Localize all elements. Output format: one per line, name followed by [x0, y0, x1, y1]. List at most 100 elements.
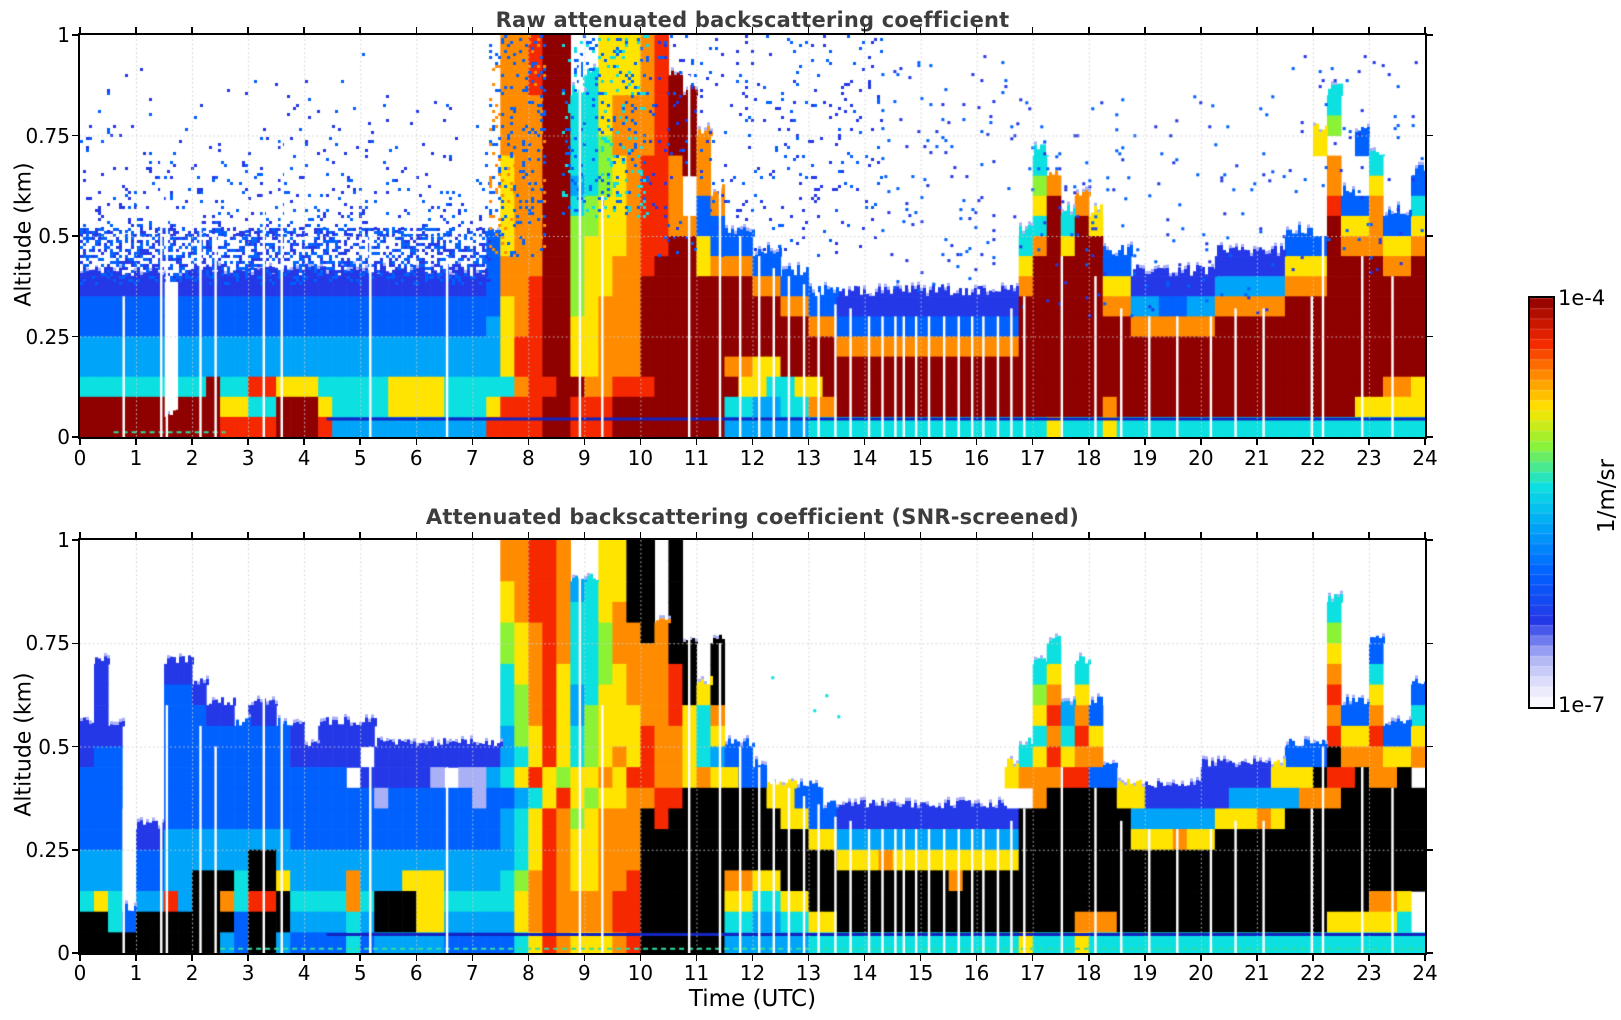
- x-tick-mark: [247, 27, 249, 33]
- y-tick-label: 0.25: [25, 324, 70, 349]
- x-tick-mark: [1256, 439, 1258, 445]
- x-tick-mark: [1312, 27, 1314, 33]
- x-tick-mark: [583, 27, 586, 33]
- x-tick-mark: [191, 439, 193, 445]
- x-tick-mark: [359, 532, 361, 538]
- x-tick-label: 4: [297, 446, 311, 470]
- x-tick-label: 5: [353, 446, 367, 470]
- x-tick-label: 3: [241, 446, 255, 470]
- x-axis-label: Time (UTC): [688, 986, 817, 1012]
- x-tick-label: 21: [1244, 961, 1270, 985]
- x-tick-mark: [135, 532, 137, 538]
- x-tick-label: 10: [627, 961, 654, 985]
- y-tick-label: 0.25: [25, 837, 70, 862]
- x-tick-mark: [1424, 439, 1426, 445]
- x-tick-label: 5: [353, 961, 367, 985]
- x-tick-mark: [639, 955, 642, 961]
- x-tick-mark: [1312, 532, 1314, 538]
- x-tick-mark: [1368, 27, 1370, 33]
- x-tick-mark: [359, 955, 361, 961]
- x-tick-label: 15: [907, 961, 934, 985]
- x-tick-mark: [919, 27, 922, 33]
- x-tick-label: 23: [1356, 961, 1382, 985]
- x-tick-label: 24: [1412, 961, 1438, 985]
- x-tick-label: 3: [241, 961, 255, 985]
- y-tick-mark: [1427, 134, 1433, 137]
- x-tick-mark: [303, 532, 305, 538]
- x-tick-mark: [1200, 439, 1202, 445]
- x-tick-mark: [1144, 955, 1146, 961]
- x-tick-mark: [415, 27, 417, 33]
- x-tick-label: 9: [578, 961, 591, 985]
- x-tick-mark: [471, 955, 474, 961]
- x-tick-label: 12: [739, 961, 766, 985]
- x-tick-label: 0: [73, 961, 87, 985]
- x-tick-mark: [975, 439, 978, 445]
- y-tick-mark: [72, 745, 78, 748]
- x-tick-mark: [1312, 439, 1314, 445]
- x-tick-mark: [863, 439, 866, 445]
- y-tick-mark: [1427, 335, 1433, 338]
- y-tick-mark: [72, 436, 78, 438]
- y-tick-mark: [72, 235, 78, 237]
- x-tick-mark: [1200, 27, 1202, 33]
- x-tick-label: 21: [1244, 446, 1270, 470]
- y-tick-label: 0: [57, 425, 70, 449]
- x-tick-mark: [1368, 955, 1370, 961]
- x-tick-mark: [79, 532, 81, 538]
- x-tick-label: 19: [1132, 961, 1158, 985]
- y-tick-mark: [72, 335, 78, 338]
- y-tick-mark: [1427, 952, 1433, 954]
- x-tick-label: 20: [1188, 446, 1214, 470]
- x-tick-mark: [639, 532, 642, 538]
- y-tick-label: 0: [57, 941, 70, 965]
- x-tick-label: 11: [683, 446, 710, 470]
- x-tick-label: 22: [1300, 446, 1326, 470]
- x-tick-mark: [919, 955, 922, 961]
- top-heatmap-canvas: [80, 35, 1425, 437]
- x-tick-mark: [919, 532, 922, 538]
- x-tick-mark: [359, 27, 361, 33]
- x-tick-mark: [807, 439, 810, 445]
- y-tick-label: 1: [57, 23, 70, 47]
- bottom-heatmap-canvas: [80, 540, 1425, 953]
- x-tick-mark: [135, 27, 137, 33]
- x-tick-mark: [863, 27, 866, 33]
- x-tick-label: 0: [73, 446, 87, 470]
- x-tick-label: 2: [185, 446, 199, 470]
- x-tick-mark: [1144, 439, 1146, 445]
- x-tick-mark: [751, 27, 754, 33]
- x-tick-label: 17: [1019, 961, 1046, 985]
- x-tick-label: 1: [129, 961, 143, 985]
- x-tick-mark: [807, 532, 810, 538]
- x-tick-label: 16: [963, 446, 990, 470]
- x-tick-mark: [695, 532, 698, 538]
- x-tick-label: 7: [465, 961, 479, 985]
- y-tick-mark: [72, 642, 78, 644]
- x-tick-mark: [807, 27, 810, 33]
- x-tick-mark: [1144, 27, 1146, 33]
- x-tick-label: 9: [578, 446, 591, 470]
- x-tick-mark: [471, 532, 474, 538]
- x-tick-mark: [1424, 955, 1426, 961]
- x-tick-label: 18: [1076, 446, 1102, 470]
- x-tick-label: 6: [409, 961, 423, 985]
- x-tick-mark: [639, 439, 642, 445]
- x-tick-label: 24: [1412, 446, 1438, 470]
- x-tick-label: 1: [129, 446, 143, 470]
- x-tick-mark: [527, 955, 530, 961]
- y-tick-mark: [1427, 436, 1433, 438]
- x-tick-label: 16: [963, 961, 990, 985]
- x-tick-mark: [695, 27, 698, 33]
- x-tick-mark: [471, 439, 474, 445]
- x-tick-label: 8: [521, 961, 535, 985]
- x-tick-mark: [1031, 532, 1034, 538]
- y-tick-mark: [1427, 34, 1433, 36]
- x-tick-mark: [191, 955, 193, 961]
- x-tick-mark: [1256, 27, 1258, 33]
- x-tick-mark: [639, 27, 642, 33]
- x-tick-mark: [1088, 955, 1090, 961]
- x-tick-mark: [975, 27, 978, 33]
- x-tick-mark: [975, 955, 978, 961]
